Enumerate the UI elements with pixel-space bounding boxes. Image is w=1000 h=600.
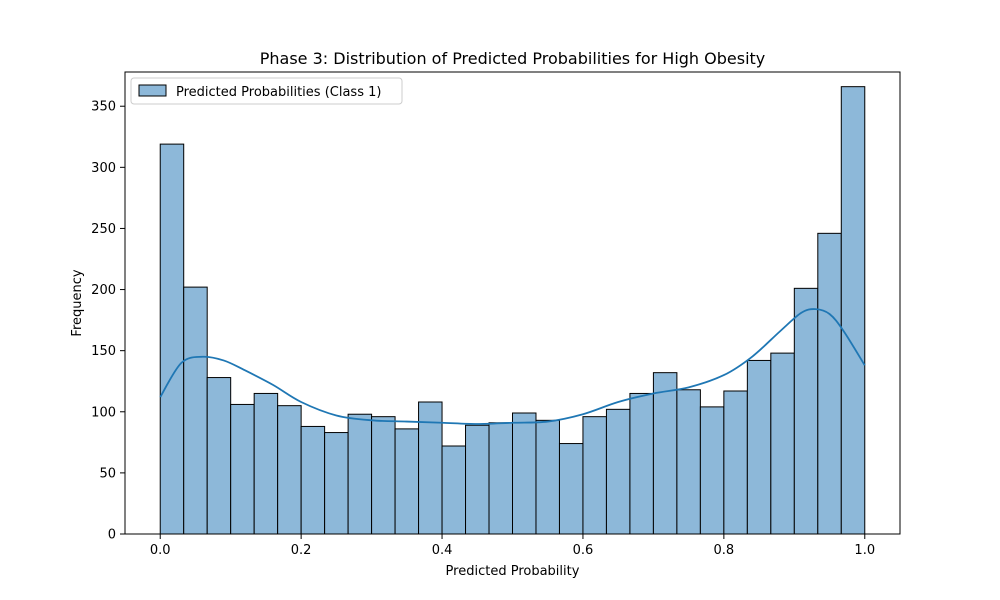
histogram-bar: [300, 425, 326, 535]
histogram-bar: [629, 392, 654, 535]
histogram-bar: [347, 413, 373, 535]
y-tick-label: 150: [91, 344, 116, 359]
x-tick-label: 0.8: [714, 543, 735, 558]
y-tick-label: 100: [91, 405, 116, 420]
kde-curve: [159, 308, 866, 425]
y-axis-ticks: 0 50 100 150 200 250 300 350: [91, 100, 125, 543]
histogram-bar: [582, 416, 607, 535]
x-tick-label: 0.2: [291, 543, 312, 558]
histogram-bar: [371, 416, 396, 535]
y-tick-label: 200: [91, 283, 116, 298]
histogram-bar: [277, 405, 302, 535]
histogram-bar: [394, 428, 420, 535]
histogram-bar: [206, 377, 232, 535]
x-tick-label: 0.4: [432, 543, 453, 558]
histogram-bar: [817, 232, 842, 535]
y-tick-label: 250: [91, 222, 116, 237]
histogram-bar: [512, 412, 537, 535]
y-tick-label: 0: [108, 528, 116, 543]
x-tick-label: 1.0: [854, 543, 875, 558]
histogram-bar: [488, 422, 513, 535]
histogram-bar: [840, 86, 866, 535]
histogram-bar: [441, 445, 467, 535]
histogram-bar: [535, 419, 560, 535]
plot-frame: [124, 71, 901, 535]
x-axis-ticks: 0.0 0.2 0.4 0.6 0.8 1.0: [150, 534, 875, 558]
x-tick-label: 0.0: [150, 543, 171, 558]
histogram-bar: [324, 432, 349, 535]
x-tick-label: 0.6: [573, 543, 594, 558]
x-axis-label: Predicted Probability: [446, 564, 580, 579]
histogram-bar: [159, 143, 185, 535]
histogram-bar: [723, 390, 748, 535]
histogram-bar: [746, 359, 772, 535]
y-tick-label: 50: [99, 466, 116, 481]
histogram-bar: [558, 443, 584, 535]
legend-box: [130, 77, 403, 105]
histogram-bar: [699, 406, 725, 535]
bars-group: [159, 86, 866, 535]
histogram-bar: [230, 403, 255, 535]
histogram-bar: [605, 408, 631, 535]
histogram-bar: [183, 286, 208, 535]
legend: Predicted Probabilities (Class 1): [130, 77, 403, 105]
y-tick-label: 350: [91, 100, 116, 115]
histogram-bar: [770, 352, 795, 535]
histogram-bar: [253, 392, 279, 535]
y-axis-label: Frequency: [70, 269, 85, 336]
histogram-bar: [793, 287, 819, 535]
chart-title: Phase 3: Distribution of Predicted Proba…: [260, 49, 766, 68]
histogram-bar: [465, 424, 490, 535]
histogram-bar: [652, 372, 678, 535]
y-tick-label: 300: [91, 161, 116, 176]
legend-label: Predicted Probabilities (Class 1): [176, 85, 381, 100]
legend-swatch: [138, 84, 167, 97]
histogram-bar: [676, 389, 701, 535]
